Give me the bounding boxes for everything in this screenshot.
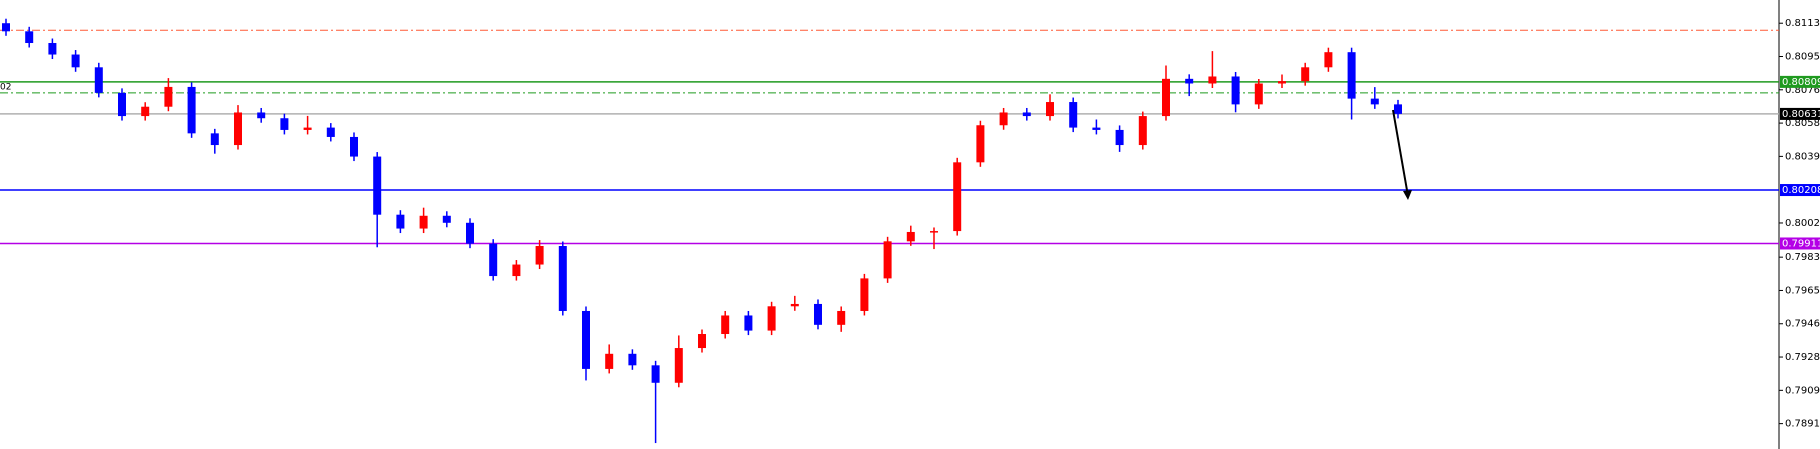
y-tick-label: 0.80395 (1785, 151, 1820, 162)
candle-body (396, 214, 405, 229)
y-tick-label: 0.81135 (1785, 18, 1820, 29)
candle-body (1046, 102, 1054, 117)
candle-body (582, 310, 590, 369)
candle-body (94, 67, 103, 93)
arrow-head (1403, 190, 1412, 200)
candle-body (280, 118, 289, 130)
candle-body (1254, 83, 1263, 105)
candle-body (1185, 78, 1194, 84)
candle-body (883, 241, 892, 279)
candle-body (1278, 81, 1286, 84)
candle-body (953, 162, 962, 232)
candle-body (1231, 76, 1240, 105)
candle-body (442, 215, 451, 223)
forecast-arrow (1392, 109, 1409, 197)
candle-body (1069, 102, 1078, 128)
candle-body (1092, 127, 1101, 130)
level-label: 0.80631 (1782, 109, 1820, 120)
level-label-box (1780, 237, 1820, 250)
candle-body (141, 106, 150, 117)
candle-body (535, 246, 544, 265)
candle-body (210, 133, 219, 146)
candle-body (814, 303, 822, 325)
candle-body (1162, 78, 1170, 117)
candle-body (234, 112, 242, 146)
candle-body (1022, 112, 1031, 117)
candle-body (118, 92, 126, 117)
candle-body (674, 348, 683, 383)
level-label: 0.80809 (1782, 77, 1820, 88)
level-label-box (1780, 184, 1820, 197)
candle-body (999, 112, 1008, 126)
clipped-label: 02 (0, 83, 11, 93)
candle-body (837, 310, 846, 325)
candle-body (187, 86, 196, 134)
candle-body (71, 54, 80, 68)
candle-body (25, 31, 34, 44)
candle-body (326, 127, 335, 137)
level-label-box (1780, 107, 1820, 120)
candle-body (1394, 104, 1402, 114)
y-tick-label: 0.79835 (1785, 252, 1820, 263)
level-label-box (1780, 75, 1820, 88)
candle-body (1208, 76, 1217, 84)
candle-body (906, 231, 915, 242)
candle-body (512, 264, 521, 277)
candle-body (257, 112, 266, 119)
candle-body (466, 222, 474, 244)
candle-body (860, 278, 869, 311)
candle-body (767, 306, 776, 331)
candle-body (651, 365, 660, 383)
y-tick-label: 0.80765 (1785, 85, 1820, 96)
y-tick-label: 0.80025 (1785, 218, 1820, 229)
candle-body (628, 353, 637, 366)
candle-body (1138, 116, 1147, 146)
candle-body (790, 303, 799, 307)
candle-body (303, 127, 312, 130)
candle-body (373, 156, 382, 215)
candle-body (48, 43, 57, 55)
candle-body (489, 243, 498, 277)
candle-body (2, 23, 10, 32)
candle-body (419, 215, 428, 229)
candle-body (1301, 67, 1310, 82)
candle-body (744, 315, 753, 331)
y-tick-label: 0.79095 (1785, 385, 1820, 396)
candle-body (721, 315, 730, 335)
candle-body (1324, 52, 1333, 68)
candle-body (605, 353, 614, 369)
candle-body (976, 125, 985, 163)
candle-body (698, 334, 706, 349)
candle-body (930, 231, 938, 233)
level-label: 0.80208 (1782, 185, 1820, 196)
candle-body (164, 86, 173, 107)
candle-body (1347, 52, 1356, 99)
candle-body (558, 246, 567, 311)
level-label: 0.79911 (1782, 238, 1820, 249)
candle-body (1115, 129, 1124, 146)
candle-body (350, 136, 358, 157)
y-tick-label: 0.79465 (1785, 319, 1820, 330)
candle-body (1370, 98, 1379, 105)
